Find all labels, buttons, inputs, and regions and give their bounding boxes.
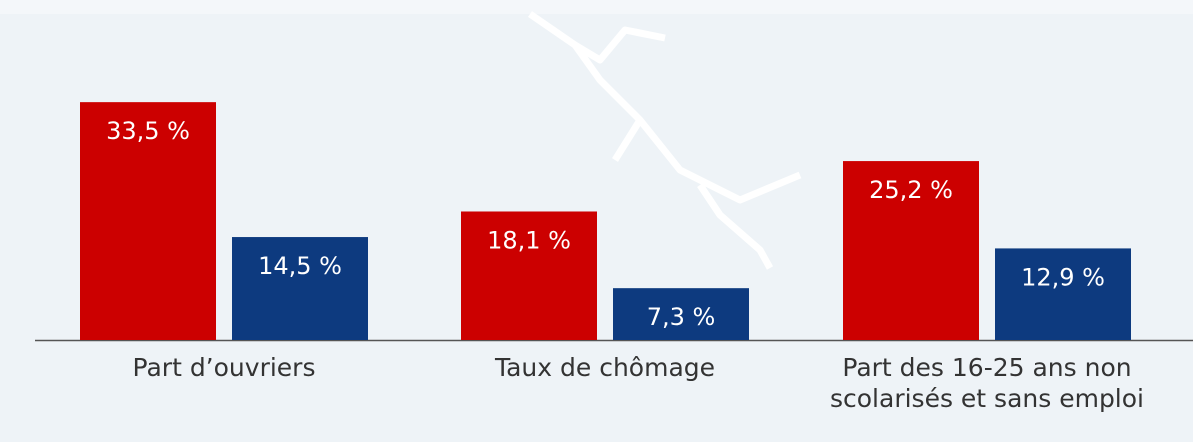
value-label: 18,1 % — [487, 226, 571, 254]
value-label: 7,3 % — [647, 303, 716, 331]
bar — [995, 248, 1131, 340]
value-label: 25,2 % — [869, 176, 953, 204]
page: 33,5 %14,5 %18,1 %7,3 %25,2 %12,9 % (() … — [0, 0, 1193, 442]
value-label: 14,5 % — [258, 252, 342, 280]
x-tick-label: Part des 16-25 ans non scolarisés et san… — [807, 352, 1167, 414]
x-tick-label: Part d’ouvriers — [44, 352, 404, 383]
value-label: 33,5 % — [106, 117, 190, 145]
x-tick-label: Taux de chômage — [425, 352, 785, 383]
value-label: 12,9 % — [1021, 263, 1105, 291]
